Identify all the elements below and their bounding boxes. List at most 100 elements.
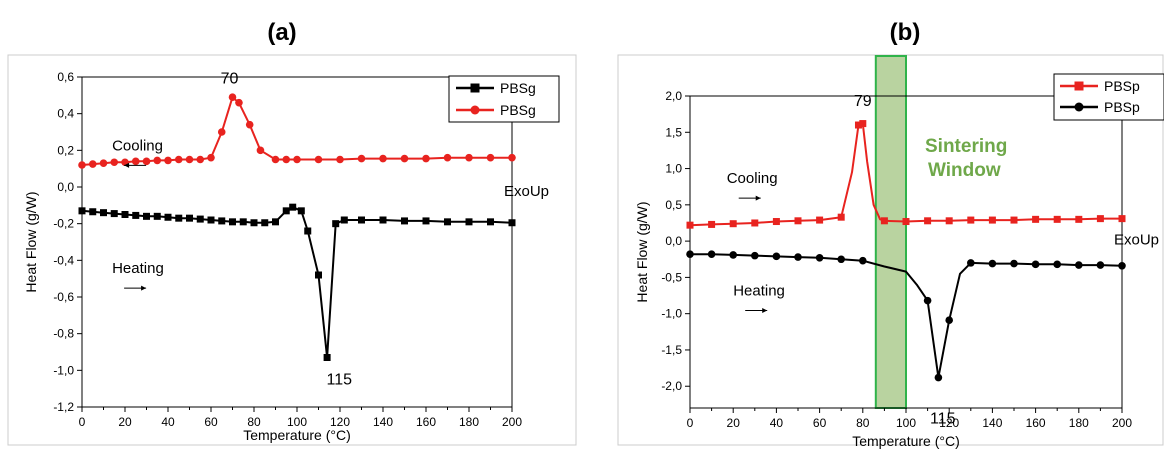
legend-black-square-marker	[470, 83, 480, 93]
panel-b-x-tick-label: 140	[982, 416, 1002, 430]
panel-b-data-point	[924, 217, 932, 225]
panel-a-data-point	[186, 214, 193, 222]
panel-b-data-point	[945, 217, 953, 225]
panel-b-legend-box	[1053, 73, 1164, 121]
panel-a-data-point	[132, 211, 140, 219]
panel-a-plot-area	[81, 76, 513, 408]
panel-b-x-tick-label: 0	[687, 416, 694, 430]
panel-a-x-tick-label: 80	[247, 415, 261, 429]
panel-a-x-tick-label: 100	[287, 415, 307, 429]
panel-a-data-point	[228, 93, 237, 101]
panel-a-data-point	[110, 158, 119, 167]
panel-a-x-tick-label: 160	[416, 415, 436, 429]
panel-a-y-tick-label: -0,8	[53, 327, 74, 341]
panel-a-x-tick-label: 40	[161, 415, 175, 429]
panel-b-data-point	[1096, 215, 1104, 223]
panel-a-x-tick-label: 0	[79, 415, 86, 429]
panel-a-data-point	[332, 220, 340, 228]
panel-a-data-point	[358, 216, 365, 224]
legend-entry-pbsp-black: PBSp	[1104, 99, 1140, 115]
panel-a-data-point	[336, 155, 344, 164]
sintering-window-label-line1: Sintering	[925, 136, 1007, 157]
panel-a-data-point	[245, 120, 254, 129]
panel-a-annotation: Heating	[112, 260, 164, 277]
panel-a-data-point	[164, 156, 172, 165]
panel-b-data-point	[1031, 260, 1040, 269]
panel-b-data-point	[923, 296, 932, 305]
panel-b-annotation: 79	[854, 93, 872, 110]
panel-b-data-point	[1118, 261, 1126, 270]
panel-b-data-point	[708, 220, 716, 228]
panel-b: (b) 0 20 40 60 80 100 120 140 160 180 200 -2,0 -1,5…	[617, 19, 1164, 449]
legend-red-circle-marker	[470, 105, 480, 115]
panel-b-data-point	[859, 256, 867, 265]
panel-b-data-point	[837, 255, 845, 264]
legend-entry-pbsg-black: PBSg	[500, 80, 536, 96]
panel-a-annotation: 70	[221, 70, 239, 87]
panel-a-y-tick-label: 0,0	[57, 180, 74, 194]
panel-a-data-point	[487, 218, 494, 226]
panel-b-data-point	[686, 250, 694, 258]
panel-a-data-point	[289, 203, 297, 211]
panel-a-data-point	[400, 154, 409, 163]
panel-b-x-tick-label: 120	[939, 416, 959, 430]
panel-b-data-point	[686, 221, 694, 229]
panel-b-annotation-arrow-head	[762, 308, 768, 314]
panel-a-data-point	[272, 218, 279, 226]
panel-b-y-label: Heat Flow (g/W)	[634, 201, 650, 302]
panel-a-x-axis: 0 20 40 60 80 100 120 140 160 180 200	[79, 407, 522, 429]
panel-a-data-point	[250, 219, 258, 227]
panel-a-data-point	[422, 217, 430, 225]
panel-a-x-tick-label: 20	[118, 415, 132, 429]
panel-a-data-point	[78, 207, 86, 215]
panel-b-y-tick-label: 1,5	[665, 125, 682, 139]
panel-b-data-point	[815, 254, 824, 262]
panel-a-data-point	[164, 213, 172, 221]
panel-a-series	[78, 93, 516, 361]
panel-a-data-point	[196, 155, 205, 164]
panel-a-x-tick-label: 180	[459, 415, 479, 429]
panel-b-data-point	[772, 252, 781, 261]
panel-b-data-point	[854, 121, 862, 129]
panel-b-data-point	[794, 253, 802, 261]
panel-a-data-point	[78, 161, 86, 169]
panel-a-data-point	[282, 155, 291, 164]
panel-a-annotation: ExoUp	[504, 183, 549, 200]
panel-a-legend-box	[448, 75, 560, 123]
panel-a-data-point	[153, 156, 162, 165]
panel-b-annotation: Cooling	[727, 170, 778, 187]
panel-a-data-point	[100, 209, 107, 217]
panel-a-data-point	[465, 218, 473, 226]
panel-b-y-tick-label: 2,0	[665, 89, 682, 103]
panel-b-data-point	[816, 216, 824, 224]
panel-a-data-point	[88, 160, 97, 168]
panel-b-data-point	[1096, 261, 1105, 269]
panel-b-y-tick-label: -2,0	[661, 379, 682, 393]
panel-b-title: (b)	[890, 19, 921, 46]
panel-a-data-point	[340, 216, 348, 224]
panel-a-data-point	[486, 153, 495, 162]
panel-b-data-point	[967, 259, 975, 267]
panel-a-data-point	[89, 208, 97, 216]
panel-a-annotations: 70 115 Cooling Heating ExoUp	[112, 70, 549, 388]
panel-b-data-point	[988, 216, 996, 224]
panel-a-data-point	[218, 217, 226, 225]
panel-a-data-point	[315, 271, 322, 279]
panel-a-x-tick-label: 200	[502, 415, 522, 429]
panel-a-data-point	[229, 218, 236, 226]
panel-b-data-point	[1053, 260, 1061, 269]
panel-b-data-point	[1032, 215, 1040, 223]
panel-b-y-tick-label: -1,5	[661, 343, 682, 357]
legend-black-circle-marker	[1074, 102, 1084, 112]
panel-a-data-point	[110, 210, 118, 218]
panel-b-data-point	[837, 213, 845, 221]
panel-b-data-point	[1053, 215, 1061, 223]
panel-a-annotation: Cooling	[112, 137, 163, 154]
panel-b-x-tick-label: 20	[727, 416, 741, 430]
panel-a-y-tick-label: -0,6	[53, 290, 74, 304]
panel-a-x-tick-label: 140	[373, 415, 393, 429]
panel-a-data-point	[175, 214, 183, 222]
panel-a-data-point	[121, 211, 129, 218]
panel-b-data-point	[1010, 216, 1018, 224]
